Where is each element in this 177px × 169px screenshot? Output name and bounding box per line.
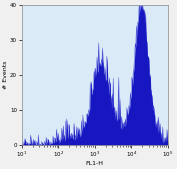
X-axis label: FL1-H: FL1-H: [86, 161, 104, 165]
Y-axis label: # Events: # Events: [4, 61, 8, 89]
